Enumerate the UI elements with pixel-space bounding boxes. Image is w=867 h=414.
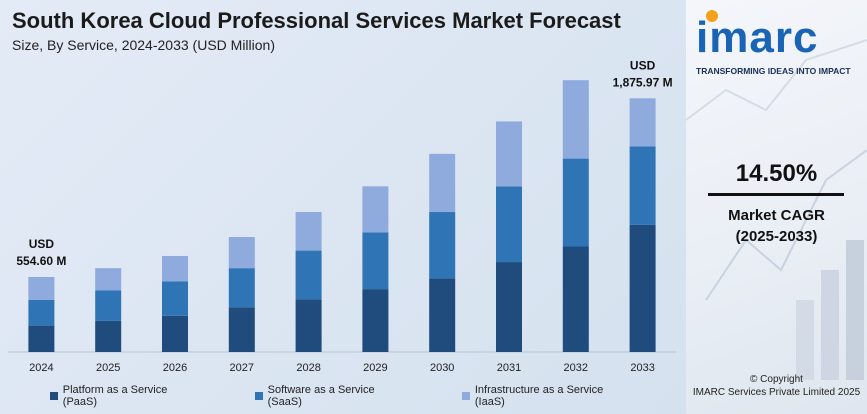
legend-item-saas: Software as a Service (SaaS) xyxy=(254,384,408,408)
cagr-label: Market CAGR xyxy=(728,207,825,224)
sidebar-panel: imarc TRANSFORMING IDEAS INTO IMPACT 14.… xyxy=(686,0,867,414)
bar-2033-series-0 xyxy=(629,224,656,352)
x-tick-label-2031: 2031 xyxy=(497,362,521,374)
bar-2026-series-0 xyxy=(162,315,188,352)
cagr-divider xyxy=(708,193,844,196)
bar-2025-series-0 xyxy=(95,320,122,352)
copyright-line-2: IMARC Services Private Limited 2025 xyxy=(692,387,861,398)
bar-2024-series-1 xyxy=(28,299,55,326)
x-tick-label-2026: 2026 xyxy=(163,362,187,374)
data-label-2024-line-0: USD xyxy=(29,237,55,251)
bar-2028-series-1 xyxy=(295,250,322,300)
stacked-bar-chart: 2024 2025 2026 2027 2028 2029 2030 2031 2032 2033… xyxy=(8,58,676,374)
x-tick-label-2032: 2032 xyxy=(564,362,588,374)
x-tick-label-2033: 2033 xyxy=(630,362,654,374)
x-tick-label-2027: 2027 xyxy=(230,362,254,374)
bar-2030-series-0 xyxy=(429,278,456,352)
legend-label-saas: Software as a Service (SaaS) xyxy=(267,384,375,408)
bar-2028-series-2 xyxy=(295,212,322,251)
bar-2029-series-2 xyxy=(362,186,389,233)
legend-swatch-saas xyxy=(254,392,263,400)
logo-tagline: TRANSFORMING IDEAS INTO IMPACT xyxy=(696,66,851,76)
bar-2028-series-0 xyxy=(295,299,322,352)
background-decoration xyxy=(686,39,867,380)
bar-2026-series-1 xyxy=(162,281,188,316)
copyright-line-1: © Copyright xyxy=(750,374,803,385)
legend-swatch-paas xyxy=(50,392,58,400)
chart-subtitle: Size, By Service, 2024-2033 (USD Million… xyxy=(12,37,275,53)
bar-2027-series-2 xyxy=(228,237,255,269)
bar-2031-series-1 xyxy=(496,186,522,263)
logo-text: imarc xyxy=(696,13,819,62)
bar-2033-series-2 xyxy=(629,98,656,147)
bar-2032-series-1 xyxy=(562,158,589,247)
x-tick-label-2029: 2029 xyxy=(363,362,387,374)
data-label-2033-line-1: 1,875.97 M xyxy=(613,75,673,89)
bar-2032-series-0 xyxy=(562,246,589,352)
bar-2026-series-2 xyxy=(162,255,188,282)
bar-2029-series-1 xyxy=(362,232,389,290)
legend-item-paas: Platform as a Service (PaaS) xyxy=(50,384,201,408)
bar-2024-series-0 xyxy=(28,325,55,352)
bar-2033-series-1 xyxy=(629,146,656,225)
chart-legend: Platform as a Service (PaaS) Software as… xyxy=(50,384,686,408)
bar-2030-series-1 xyxy=(429,212,456,279)
cagr-value: 14.50% xyxy=(735,160,818,187)
bar-2024-series-2 xyxy=(28,276,55,300)
bar-2025-series-1 xyxy=(95,290,122,321)
logo-dot xyxy=(706,10,718,22)
imarc-logo: imarc TRANSFORMING IDEAS INTO IMPACT xyxy=(696,10,856,76)
bar-2032-series-2 xyxy=(562,80,589,159)
bar-2027-series-0 xyxy=(228,307,255,352)
data-label-2024-line-1: 554.60 M xyxy=(16,254,66,268)
bar-2027-series-1 xyxy=(228,268,255,308)
legend-item-iaas: Infrastructure as a Service (IaaS) xyxy=(462,384,632,408)
copyright: © Copyright IMARC Services Private Limit… xyxy=(686,373,867,399)
logo-wordmark: imarc xyxy=(696,10,856,62)
x-tick-label-2030: 2030 xyxy=(430,362,454,374)
data-label-2033-line-0: USD xyxy=(630,58,656,72)
bar-2031-series-0 xyxy=(496,262,522,352)
chart-panel: South Korea Cloud Professional Services … xyxy=(0,0,686,414)
legend-swatch-iaas xyxy=(462,392,470,400)
x-tick-label-2025: 2025 xyxy=(96,362,120,374)
x-tick-label-2028: 2028 xyxy=(296,362,320,374)
legend-label-paas: Platform as a Service (PaaS) xyxy=(62,384,168,408)
cagr-period: (2025-2033) xyxy=(735,228,818,245)
bar-2030-series-2 xyxy=(429,153,456,213)
bar-2025-series-2 xyxy=(95,268,122,291)
chart-title: South Korea Cloud Professional Services … xyxy=(12,8,621,33)
bar-2029-series-0 xyxy=(362,289,389,352)
bar-2031-series-2 xyxy=(496,121,522,187)
x-tick-label-2024: 2024 xyxy=(29,362,53,374)
legend-label-iaas: Infrastructure as a Service (IaaS) xyxy=(474,384,604,408)
